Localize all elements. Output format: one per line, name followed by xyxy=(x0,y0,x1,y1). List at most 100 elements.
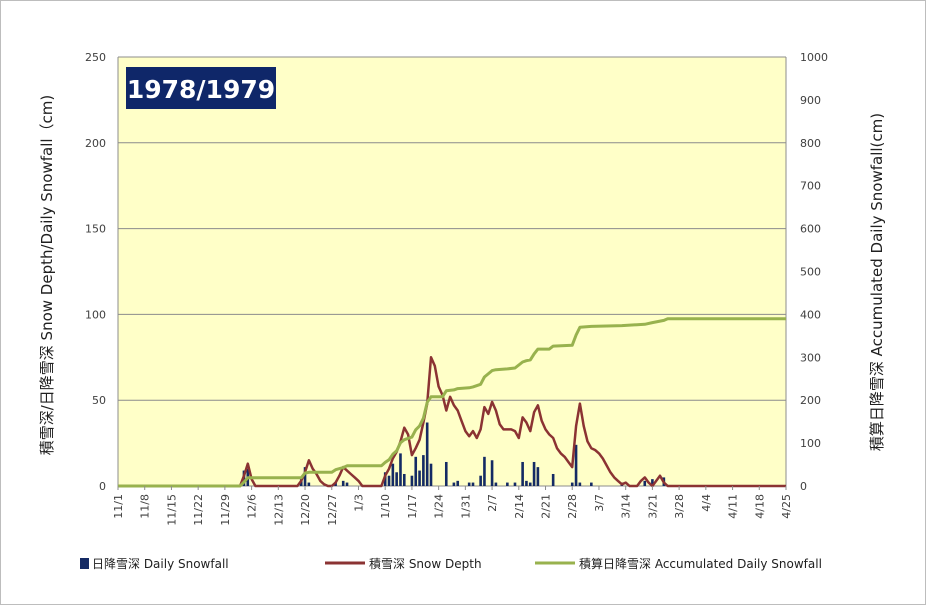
x-tick-label: 11/22 xyxy=(192,494,205,526)
snow-depth-line xyxy=(118,356,786,488)
right-tick-label: 0 xyxy=(800,480,807,493)
legend: 日降雪深 Daily Snowfall 積雪深 Snow Depth 積算日降雪… xyxy=(80,556,822,571)
daily-snowfall-bar xyxy=(410,475,414,486)
accumulated-snowfall-line xyxy=(118,317,786,488)
daily-snowfall-bar xyxy=(521,461,524,486)
daily-snowfall-bar xyxy=(467,482,471,486)
daily-snowfall-bar xyxy=(570,482,574,486)
x-tick-label: 11/15 xyxy=(165,494,178,526)
right-tick-label: 400 xyxy=(800,308,821,321)
left-axis-ticks: 0 50 100 150 200 250 xyxy=(85,51,106,493)
right-tick-label: 200 xyxy=(800,394,821,407)
left-tick-label: 200 xyxy=(85,137,106,150)
legend-label-daily-snowfall: 日降雪深 Daily Snowfall xyxy=(92,557,229,571)
left-tick-label: 50 xyxy=(92,394,106,407)
x-tick-label: 12/27 xyxy=(326,494,339,526)
daily-snowfall-bar xyxy=(422,455,425,486)
x-tick-label: 11/1 xyxy=(112,494,125,519)
right-tick-label: 700 xyxy=(800,180,821,193)
x-tick-label: 1/31 xyxy=(459,494,472,519)
x-tick-label: 2/21 xyxy=(540,494,553,519)
right-tick-label: 600 xyxy=(800,223,821,236)
daily-snowfall-bar xyxy=(307,482,311,486)
x-tick-label: 3/21 xyxy=(646,494,659,519)
daily-snowfall-bar xyxy=(444,461,448,486)
x-tick-label: 4/18 xyxy=(753,494,766,519)
x-tick-label: 2/14 xyxy=(513,494,526,519)
left-tick-label: 250 xyxy=(85,51,106,64)
right-tick-label: 500 xyxy=(800,266,821,279)
daily-snowfall-bar xyxy=(506,482,509,486)
legend-label-snow-depth: 積雪深 Snow Depth xyxy=(369,556,482,571)
daily-snowfall-bar xyxy=(513,482,517,486)
daily-snowfall-bar xyxy=(643,480,647,486)
daily-snowfall-bar xyxy=(651,479,654,486)
daily-snowfall-bar xyxy=(574,444,578,486)
x-axis-ticks: 11/1 11/8 11/15 11/22 11/29 12/6 12/13 12/20 12/… xyxy=(112,486,793,526)
right-tick-label: 1000 xyxy=(800,51,828,64)
right-tick-label: 900 xyxy=(800,94,821,107)
daily-snowfall-bar xyxy=(528,482,532,486)
daily-snowfall-bar xyxy=(456,480,460,486)
daily-snowfall-bar xyxy=(525,480,528,486)
right-tick-label: 100 xyxy=(800,437,821,450)
x-tick-label: 11/8 xyxy=(139,494,152,519)
daily-snowfall-bar xyxy=(578,482,582,486)
x-tick-label: 1/3 xyxy=(352,494,365,512)
daily-snowfall-bar xyxy=(479,475,482,486)
right-tick-label: 800 xyxy=(800,137,821,150)
daily-snowfall-bar xyxy=(418,470,421,486)
legend-label-accumulated: 積算日降雪深 Accumulated Daily Snowfall xyxy=(579,556,822,571)
daily-snowfall-bar xyxy=(341,480,345,486)
daily-snowfall-bar xyxy=(590,482,593,486)
daily-snowfall-bar xyxy=(532,461,536,486)
chart-title-badge: 1978/1979 xyxy=(126,67,276,109)
legend-item-snow-depth: 積雪深 Snow Depth xyxy=(325,556,482,571)
x-tick-label: 1/10 xyxy=(379,494,392,519)
daily-snowfall-bar xyxy=(387,475,391,486)
daily-snowfall-bar xyxy=(414,456,418,486)
plot-area xyxy=(118,57,786,486)
daily-snowfall-bar xyxy=(303,467,307,486)
legend-item-daily-snowfall: 日降雪深 Daily Snowfall xyxy=(80,557,229,571)
x-tick-label: 1/17 xyxy=(406,494,419,519)
x-tick-label: 12/13 xyxy=(272,494,285,526)
chart-title: 1978/1979 xyxy=(127,75,275,104)
daily-snowfall-bar xyxy=(429,463,433,486)
daily-snowfall-bar xyxy=(425,422,429,486)
x-tick-label: 4/25 xyxy=(780,494,793,519)
daily-snowfall-bar xyxy=(490,460,494,486)
daily-snowfall-bar xyxy=(395,472,398,486)
daily-snowfall-bar xyxy=(483,456,486,486)
left-axis-title: 積雪深/日降雪深 Snow Depth/Daily Snowfall（cm) xyxy=(38,95,56,456)
daily-snowfall-bar xyxy=(536,467,540,486)
left-tick-label: 0 xyxy=(99,480,106,493)
daily-snowfall-bar xyxy=(551,473,555,486)
daily-snowfall-bar xyxy=(494,482,498,486)
x-tick-label: 3/14 xyxy=(620,494,633,519)
daily-snowfall-bar xyxy=(471,482,475,486)
x-tick-label: 4/11 xyxy=(727,494,740,519)
daily-snowfall-bar xyxy=(452,482,456,486)
x-tick-label: 3/7 xyxy=(593,494,606,512)
daily-snowfall-bar xyxy=(399,453,402,486)
legend-swatch-bar xyxy=(80,558,89,569)
right-axis-ticks: 0 100 200 300 400 500 600 700 800 900 1000 xyxy=(800,51,828,493)
x-tick-label: 11/29 xyxy=(219,494,232,526)
x-tick-label: 2/28 xyxy=(566,494,579,519)
x-tick-label: 2/7 xyxy=(486,494,499,512)
x-tick-label: 12/6 xyxy=(246,494,259,519)
daily-snowfall-bar xyxy=(345,482,349,486)
right-axis-title: 積算日降雪深 Accumulated Daily Snowfall(cm) xyxy=(868,113,886,451)
legend-item-accumulated: 積算日降雪深 Accumulated Daily Snowfall xyxy=(535,556,822,571)
x-tick-label: 12/20 xyxy=(299,494,312,526)
daily-snowfall-bar xyxy=(391,463,395,486)
left-tick-label: 100 xyxy=(85,308,106,321)
daily-snowfall-bar xyxy=(402,473,406,486)
x-tick-label: 3/28 xyxy=(673,494,686,519)
right-tick-label: 300 xyxy=(800,351,821,364)
x-tick-label: 1/24 xyxy=(433,494,446,519)
left-tick-label: 150 xyxy=(85,223,106,236)
x-tick-label: 4/4 xyxy=(700,494,713,512)
